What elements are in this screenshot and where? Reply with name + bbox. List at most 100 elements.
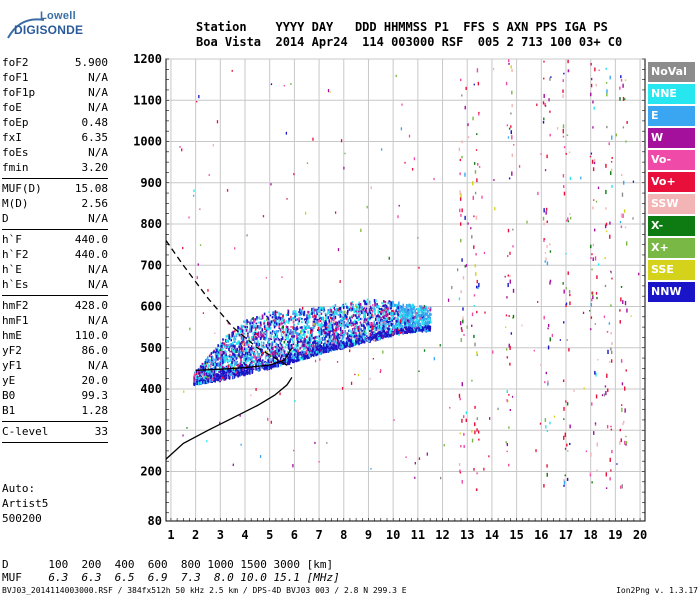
- echo-point: [228, 355, 231, 358]
- echo-point: [545, 211, 547, 215]
- echo-point: [352, 314, 355, 317]
- echo-point: [243, 354, 246, 357]
- echo-point: [421, 329, 424, 332]
- echo-point: [255, 336, 257, 339]
- echo-point: [292, 317, 294, 320]
- echo-point: [243, 320, 245, 323]
- param-value: 1.28: [81, 404, 109, 417]
- echo-point: [543, 238, 546, 240]
- echo-point: [340, 332, 342, 336]
- echo-point: [277, 337, 280, 340]
- echo-point: [569, 424, 571, 429]
- echo-point: [232, 463, 234, 467]
- echo-point: [225, 359, 227, 362]
- echo-point: [302, 357, 305, 361]
- echo-point: [226, 355, 229, 359]
- echo-point: [348, 308, 351, 311]
- echo-point: [408, 330, 410, 334]
- echo-point: [382, 321, 385, 325]
- echo-point: [211, 372, 213, 377]
- echo-point: [620, 359, 623, 363]
- param-value: 33: [94, 425, 108, 438]
- echo-point: [421, 318, 424, 322]
- echo-point: [232, 375, 235, 379]
- echo-point: [224, 371, 227, 375]
- echo-point: [566, 443, 568, 447]
- echo-point: [595, 291, 598, 295]
- echo-point: [476, 428, 478, 432]
- echo-point: [309, 334, 311, 338]
- auto-line-1: Auto:: [2, 482, 36, 495]
- echo-point: [250, 345, 253, 348]
- echo-point: [358, 312, 361, 315]
- echo-point: [224, 344, 227, 346]
- echo-point: [308, 314, 311, 318]
- echo-point: [246, 234, 248, 237]
- echo-point: [273, 364, 276, 368]
- echo-point: [463, 415, 465, 418]
- echo-point: [299, 347, 302, 350]
- echo-point: [257, 356, 260, 359]
- echo-point: [229, 350, 231, 353]
- echo-point: [611, 449, 613, 454]
- echo-point: [285, 325, 288, 329]
- echo-point: [267, 322, 270, 325]
- echo-point: [619, 320, 621, 324]
- echo-point: [287, 321, 290, 324]
- echo-point: [246, 371, 249, 375]
- echo-point: [546, 154, 548, 159]
- echo-point: [460, 321, 462, 326]
- echo-point: [193, 373, 196, 377]
- echo-point: [347, 343, 350, 346]
- echo-point: [474, 191, 477, 195]
- echo-point: [302, 341, 305, 344]
- echo-point: [546, 220, 548, 223]
- echo-point: [250, 355, 252, 358]
- echo-point: [195, 369, 198, 373]
- echo-point: [287, 314, 290, 316]
- echo-point: [296, 325, 298, 329]
- echo-point: [373, 325, 375, 328]
- echo-point: [620, 404, 623, 406]
- echo-point: [327, 316, 330, 319]
- echo-point: [320, 312, 323, 315]
- echo-point: [359, 341, 362, 344]
- echo-point: [257, 333, 259, 337]
- echo-point: [256, 325, 259, 329]
- echo-point: [243, 332, 246, 335]
- echo-point: [592, 167, 595, 172]
- echo-point: [296, 327, 299, 330]
- echo-point: [308, 351, 311, 353]
- echo-point: [257, 321, 260, 324]
- echo-point: [416, 312, 418, 315]
- echo-point: [565, 152, 567, 155]
- echo-point: [245, 369, 247, 374]
- echo-point: [339, 314, 342, 318]
- echo-point: [232, 372, 235, 376]
- echo-point: [335, 323, 338, 327]
- echo-point: [197, 263, 199, 266]
- echo-point: [224, 352, 227, 355]
- echo-point: [398, 326, 401, 330]
- echo-point: [373, 320, 376, 324]
- echo-point: [405, 456, 407, 459]
- echo-point: [620, 213, 623, 218]
- echo-point: [372, 304, 374, 306]
- echo-point: [619, 485, 622, 489]
- echo-point: [287, 360, 290, 364]
- echo-point: [301, 306, 304, 310]
- echo-point: [544, 381, 546, 384]
- echo-point: [235, 357, 238, 360]
- echo-point: [367, 337, 369, 340]
- muf-row-values: 6.3 6.3 6.5 6.9 7.3 8.0 10.0 15.1 [MHz]: [48, 571, 340, 584]
- echo-point: [321, 347, 324, 350]
- echo-point: [391, 311, 394, 316]
- echo-point: [412, 305, 415, 309]
- echo-point: [250, 319, 252, 323]
- echo-point: [349, 349, 351, 353]
- echo-point: [544, 260, 546, 263]
- echo-point: [619, 220, 622, 224]
- echo-point: [214, 332, 216, 335]
- echo-point: [611, 135, 613, 140]
- echo-point: [620, 297, 622, 302]
